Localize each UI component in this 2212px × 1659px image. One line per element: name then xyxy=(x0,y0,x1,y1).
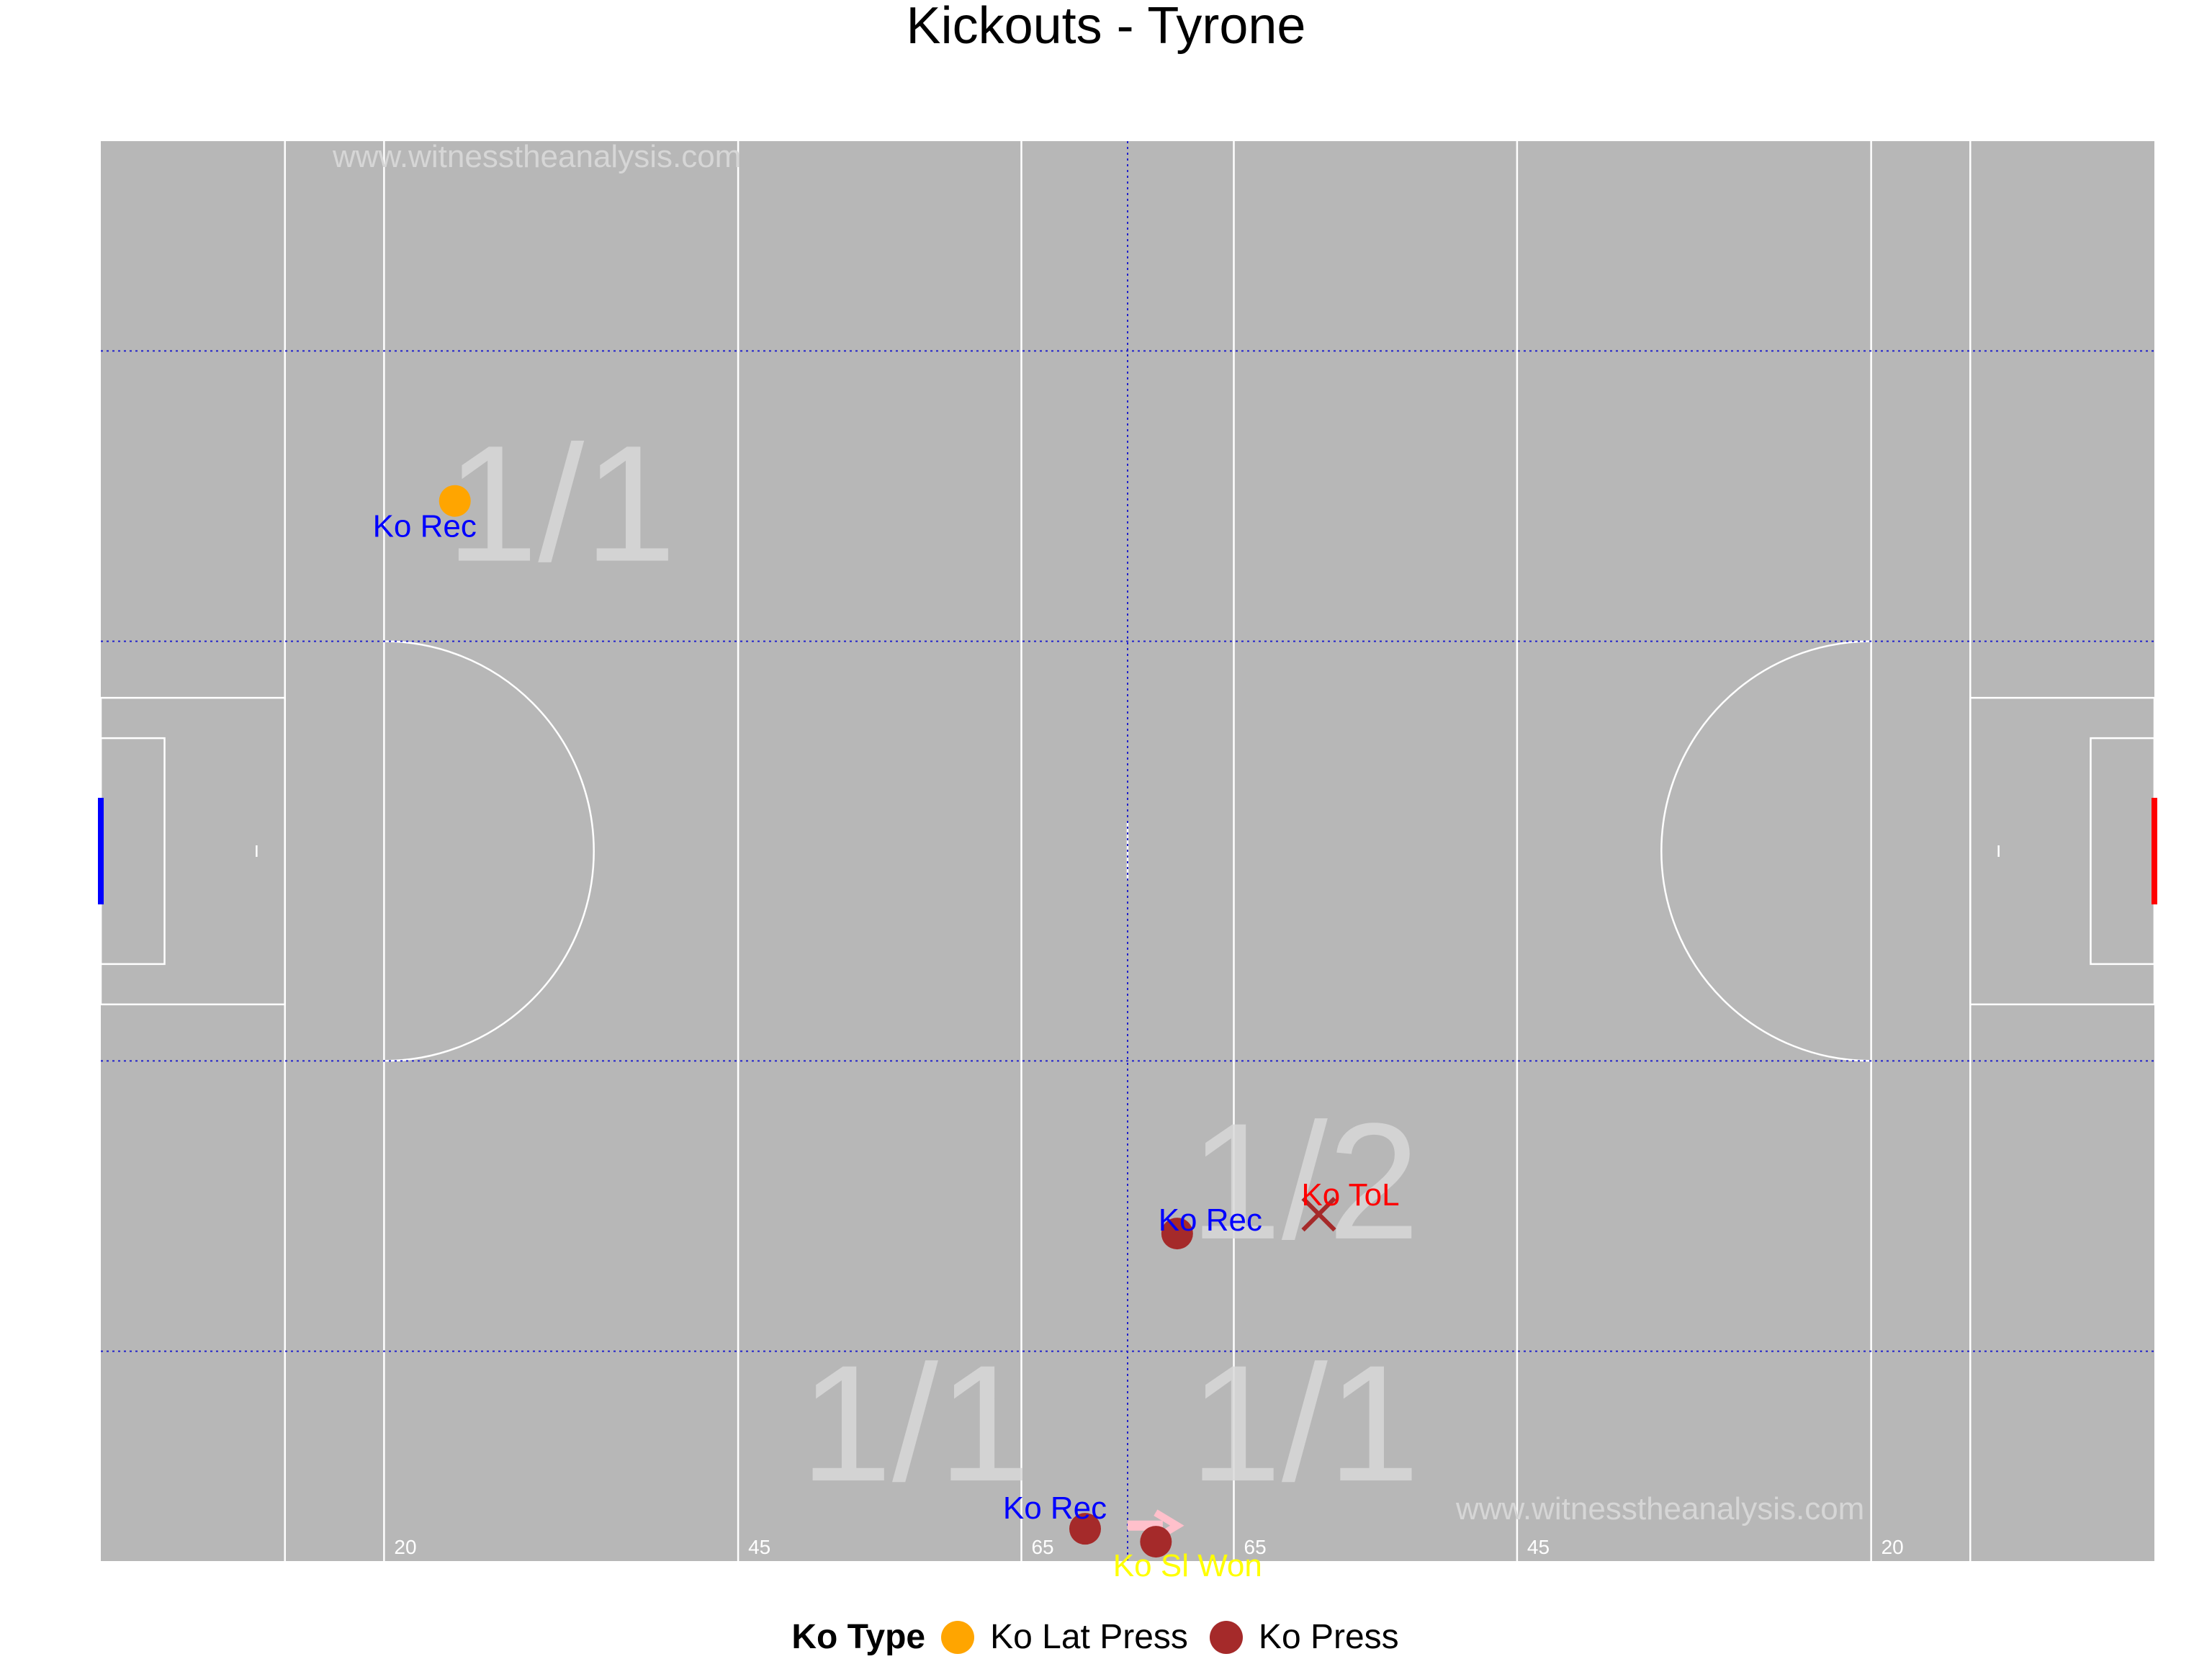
legend-entry-ko-lat-press: Ko Lat Press xyxy=(941,1617,1188,1657)
legend-entry-ko-press: Ko Press xyxy=(1209,1617,1399,1657)
right-arc xyxy=(1660,640,1871,1062)
point-4 xyxy=(1140,1526,1172,1558)
pitch-label-right-45: 45 xyxy=(1527,1536,1550,1558)
legend-label-ko-lat-press: Ko Lat Press xyxy=(990,1618,1188,1656)
pitch-chart: 20 45 65 65 45 20 www.witnesstheanalysis.com ww… xyxy=(98,139,2157,1583)
watermark-top: www.witnesstheanalysis.com xyxy=(332,139,741,174)
left-arc xyxy=(384,640,595,1062)
legend-dot-ko-press xyxy=(1209,1620,1243,1654)
pitch-label-left-20: 20 xyxy=(394,1536,416,1558)
zone-label-2: 1/1 xyxy=(800,1331,1030,1516)
pitch-label-left-45: 45 xyxy=(748,1536,770,1558)
point-label-1: Ko Rec xyxy=(1159,1202,1262,1238)
pitch-label-right-20: 20 xyxy=(1881,1536,1904,1558)
legend: Ko Type Ko Lat Press Ko Press xyxy=(0,1617,2212,1657)
point-1 xyxy=(1161,1218,1193,1250)
zone-label-3: 1/1 xyxy=(1190,1331,1420,1516)
zone-label-1: 1/2 xyxy=(1190,1089,1420,1274)
point-label-3: Ko Rec xyxy=(1003,1491,1107,1526)
chart-title: Kickouts - Tyrone xyxy=(906,0,1306,55)
point-2-cross xyxy=(1301,1197,1336,1232)
pitch-label-left-65: 65 xyxy=(1031,1536,1053,1558)
point-label-4: Ko Sl Won xyxy=(1113,1548,1262,1583)
point-3 xyxy=(1069,1513,1101,1545)
point-label-0: Ko Rec xyxy=(373,509,477,544)
point-label-2: Ko ToL xyxy=(1301,1177,1399,1213)
watermark-bottom: www.witnesstheanalysis.com xyxy=(1455,1491,1864,1527)
legend-label-ko-press: Ko Press xyxy=(1258,1618,1399,1656)
point-0 xyxy=(439,485,471,517)
zone-label-0: 1/1 xyxy=(446,411,676,596)
legend-dot-ko-lat-press xyxy=(941,1620,975,1654)
pitch-label-right-65: 65 xyxy=(1244,1536,1267,1558)
legend-title: Ko Type xyxy=(791,1618,926,1656)
